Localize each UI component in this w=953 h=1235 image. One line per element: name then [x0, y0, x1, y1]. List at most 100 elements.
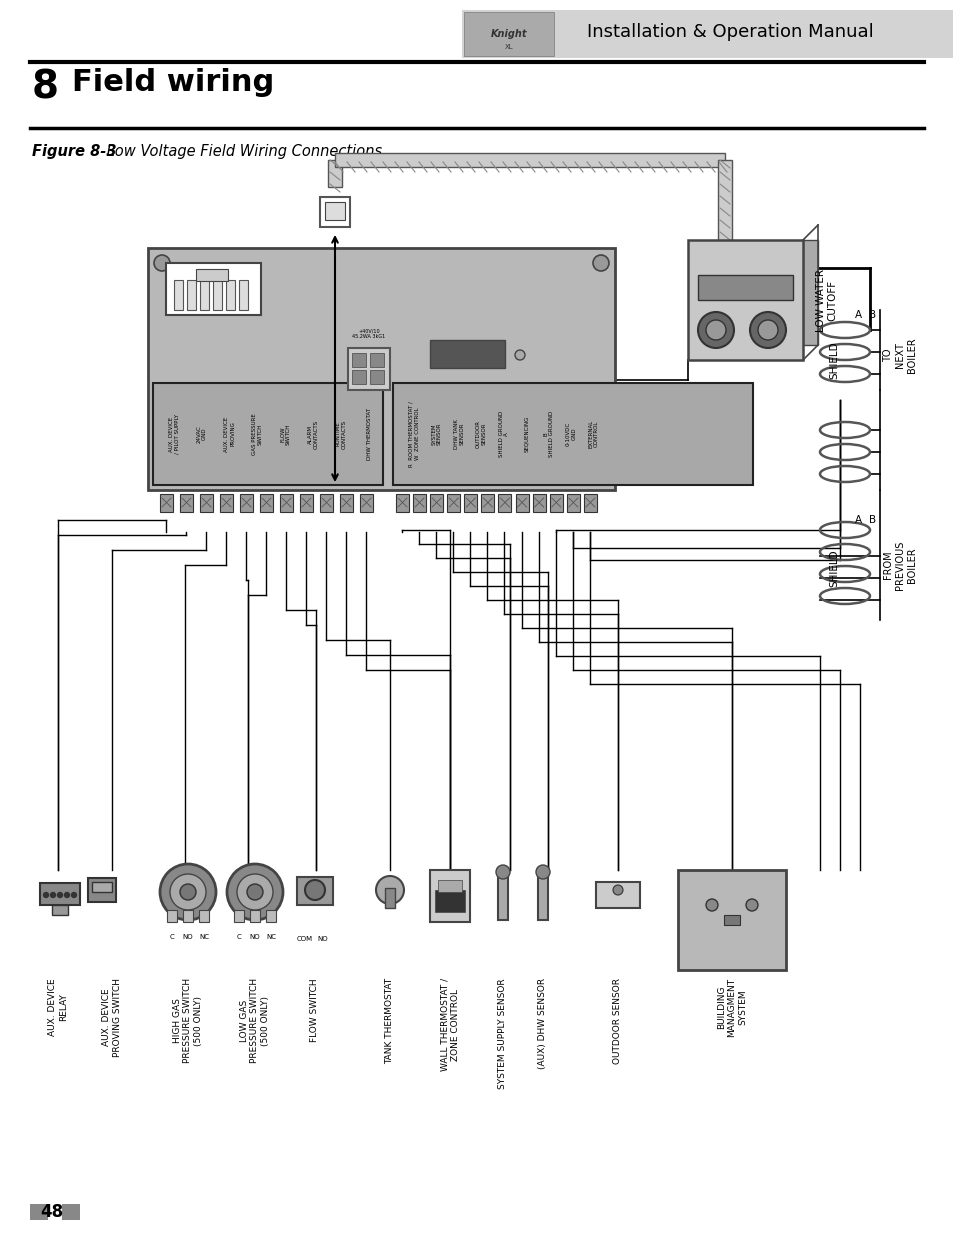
Circle shape: [170, 874, 206, 910]
Bar: [370, 370, 384, 384]
Text: FLOW
SWITCH: FLOW SWITCH: [280, 424, 291, 445]
Bar: [723, 915, 740, 925]
Bar: [385, 888, 395, 908]
Text: SYSTEM SUPPLY SENSOR: SYSTEM SUPPLY SENSOR: [498, 978, 507, 1088]
Bar: [167, 910, 177, 923]
Text: Low Voltage Field Wiring Connections: Low Voltage Field Wiring Connections: [102, 144, 382, 159]
Bar: [549, 494, 562, 513]
Circle shape: [65, 893, 70, 898]
Bar: [435, 890, 464, 911]
Bar: [319, 198, 350, 227]
Text: Figure 8-3: Figure 8-3: [32, 144, 116, 159]
Text: C: C: [236, 934, 241, 940]
Circle shape: [247, 884, 263, 900]
Bar: [370, 353, 384, 367]
Bar: [260, 494, 273, 513]
Text: SHIELD: SHIELD: [828, 550, 838, 587]
Text: AUX. DEVICE
PROVING: AUX. DEVICE PROVING: [224, 416, 234, 452]
Text: HIGH GAS
PRESSURE SWITCH
(500 ONLY): HIGH GAS PRESSURE SWITCH (500 ONLY): [172, 978, 203, 1063]
Bar: [233, 910, 244, 923]
Text: SYSTEM
SENSOR: SYSTEM SENSOR: [431, 422, 441, 446]
Text: NO: NO: [182, 934, 193, 940]
Text: NC: NC: [199, 934, 209, 940]
Bar: [583, 494, 597, 513]
Text: NO: NO: [250, 934, 260, 940]
Text: NO: NO: [317, 936, 328, 942]
Circle shape: [160, 864, 215, 920]
Bar: [430, 869, 470, 923]
Text: WALL THERMOSTAT /
ZONE CONTROL: WALL THERMOSTAT / ZONE CONTROL: [440, 978, 459, 1071]
Text: LOW GAS
PRESSURE SWITCH
(500 ONLY): LOW GAS PRESSURE SWITCH (500 ONLY): [240, 978, 270, 1063]
Text: R  ROOM THERMOSTAT /
W  ZONE CONTROL: R ROOM THERMOSTAT / W ZONE CONTROL: [409, 401, 419, 467]
Circle shape: [71, 893, 76, 898]
Circle shape: [705, 899, 718, 911]
Text: SHIELD GROUND
A: SHIELD GROUND A: [498, 411, 509, 457]
Text: 48: 48: [40, 1203, 64, 1221]
Circle shape: [153, 254, 170, 270]
Bar: [515, 494, 528, 513]
Circle shape: [758, 320, 778, 340]
Bar: [497, 868, 507, 920]
Text: TO
NEXT
BOILER: TO NEXT BOILER: [882, 337, 916, 373]
Circle shape: [236, 874, 273, 910]
Bar: [339, 494, 353, 513]
Bar: [226, 280, 234, 310]
Bar: [296, 877, 333, 905]
Text: COM: COM: [296, 936, 313, 942]
Bar: [447, 494, 459, 513]
Bar: [160, 494, 172, 513]
Bar: [481, 494, 494, 513]
Text: Field wiring: Field wiring: [71, 68, 274, 98]
Bar: [319, 494, 333, 513]
Bar: [352, 353, 366, 367]
Bar: [180, 494, 193, 513]
Text: (AUX) DHW SENSOR: (AUX) DHW SENSOR: [537, 978, 547, 1070]
Text: Knight: Knight: [490, 28, 527, 40]
Bar: [348, 348, 390, 390]
Bar: [266, 910, 275, 923]
Bar: [199, 910, 209, 923]
Bar: [173, 280, 183, 310]
Bar: [200, 280, 209, 310]
Text: FLOW SWITCH: FLOW SWITCH: [310, 978, 319, 1041]
Text: AUX. DEVICE
PROVING SWITCH: AUX. DEVICE PROVING SWITCH: [102, 978, 122, 1057]
Text: 8: 8: [32, 68, 59, 106]
Text: TANK THERMOSTAT: TANK THERMOSTAT: [385, 978, 395, 1065]
Text: B: B: [868, 310, 876, 320]
Text: FROM
PREVIOUS
BOILER: FROM PREVIOUS BOILER: [882, 541, 916, 589]
Bar: [678, 869, 785, 969]
Bar: [464, 494, 476, 513]
Circle shape: [698, 312, 733, 348]
Bar: [325, 203, 345, 220]
Circle shape: [305, 881, 325, 900]
Bar: [62, 1204, 80, 1220]
Bar: [299, 494, 313, 513]
Bar: [537, 868, 547, 920]
Bar: [393, 383, 752, 485]
Text: XL: XL: [504, 44, 513, 49]
Bar: [461, 10, 953, 58]
Text: DHW THERMOSTAT: DHW THERMOSTAT: [366, 408, 371, 459]
Bar: [91, 882, 112, 892]
Bar: [395, 494, 409, 513]
Circle shape: [375, 876, 403, 904]
Bar: [463, 12, 554, 56]
Bar: [195, 269, 228, 282]
Circle shape: [180, 884, 195, 900]
Bar: [430, 340, 504, 368]
Circle shape: [536, 864, 550, 879]
Bar: [359, 494, 373, 513]
Bar: [430, 494, 443, 513]
Text: DHW TANK
SENSOR: DHW TANK SENSOR: [454, 419, 464, 450]
Bar: [352, 370, 366, 384]
Text: BUILDING
MANAGMENT
SYSTEM: BUILDING MANAGMENT SYSTEM: [717, 978, 746, 1037]
Text: OUTDOOR
SENSOR: OUTDOOR SENSOR: [476, 420, 486, 448]
Circle shape: [153, 467, 170, 483]
Bar: [413, 494, 426, 513]
Text: A: A: [854, 310, 861, 320]
Circle shape: [57, 893, 63, 898]
Bar: [335, 153, 724, 167]
Bar: [88, 878, 116, 902]
Text: GAS PRESSURE
SWITCH: GAS PRESSURE SWITCH: [252, 414, 263, 454]
Text: A: A: [854, 515, 861, 525]
